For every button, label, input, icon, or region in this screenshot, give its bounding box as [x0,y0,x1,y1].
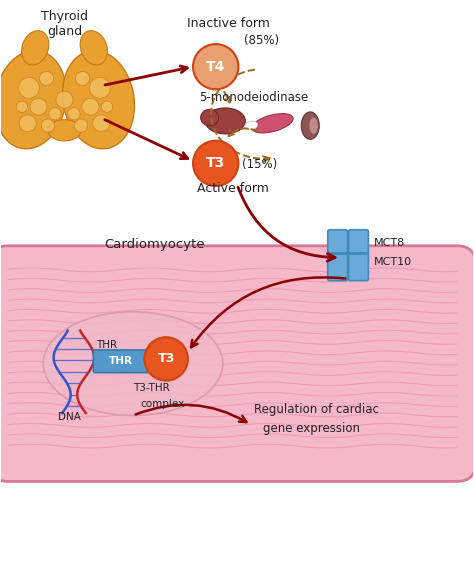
Ellipse shape [205,108,245,134]
Circle shape [101,101,113,112]
Text: Thyroid
gland: Thyroid gland [41,10,88,38]
Text: DNA: DNA [58,412,81,422]
Ellipse shape [43,312,223,416]
Text: Cardiomyocyte: Cardiomyocyte [105,238,205,251]
Text: THR: THR [109,356,133,366]
Circle shape [68,108,80,120]
Text: gene expression: gene expression [263,422,360,435]
Ellipse shape [245,121,258,130]
Text: MCT8: MCT8 [374,239,405,248]
Ellipse shape [80,31,108,65]
Circle shape [93,115,110,132]
Circle shape [193,141,238,186]
Text: (85%): (85%) [244,34,279,47]
FancyBboxPatch shape [328,230,347,281]
Circle shape [193,44,238,90]
FancyArrowPatch shape [228,129,258,136]
Circle shape [82,98,99,115]
Ellipse shape [0,50,66,149]
Circle shape [18,78,39,98]
FancyArrowPatch shape [224,92,230,103]
FancyArrowPatch shape [191,277,345,347]
Text: THR: THR [97,340,118,350]
Circle shape [41,119,55,132]
Circle shape [74,119,88,132]
FancyArrowPatch shape [136,405,246,422]
Ellipse shape [201,109,219,126]
Text: MCT10: MCT10 [374,257,412,267]
Circle shape [19,115,36,132]
Text: Regulation of cardiac: Regulation of cardiac [254,403,378,416]
Text: (15%): (15%) [242,158,277,171]
Ellipse shape [63,50,135,149]
Ellipse shape [48,120,81,141]
Ellipse shape [310,117,318,134]
Text: Inactive form: Inactive form [187,16,270,29]
Circle shape [145,337,188,380]
Circle shape [39,71,54,86]
FancyBboxPatch shape [0,246,474,481]
Text: T3: T3 [206,156,225,170]
Text: T4: T4 [206,60,226,74]
Text: T3-THR: T3-THR [133,383,170,393]
FancyArrowPatch shape [105,120,188,159]
Text: Active form: Active form [197,181,269,194]
Text: 5-monodeiodinase: 5-monodeiodinase [199,91,308,104]
Circle shape [16,101,27,112]
Circle shape [49,108,61,120]
Text: complex: complex [140,399,184,409]
Circle shape [30,98,47,115]
Text: T3: T3 [157,353,175,365]
FancyBboxPatch shape [348,230,368,281]
Circle shape [56,91,73,108]
Circle shape [75,71,90,86]
Ellipse shape [21,31,49,65]
Ellipse shape [252,113,293,133]
Ellipse shape [301,112,319,139]
Circle shape [90,78,110,98]
FancyArrowPatch shape [105,66,187,85]
FancyBboxPatch shape [93,350,149,373]
FancyArrowPatch shape [238,187,335,261]
